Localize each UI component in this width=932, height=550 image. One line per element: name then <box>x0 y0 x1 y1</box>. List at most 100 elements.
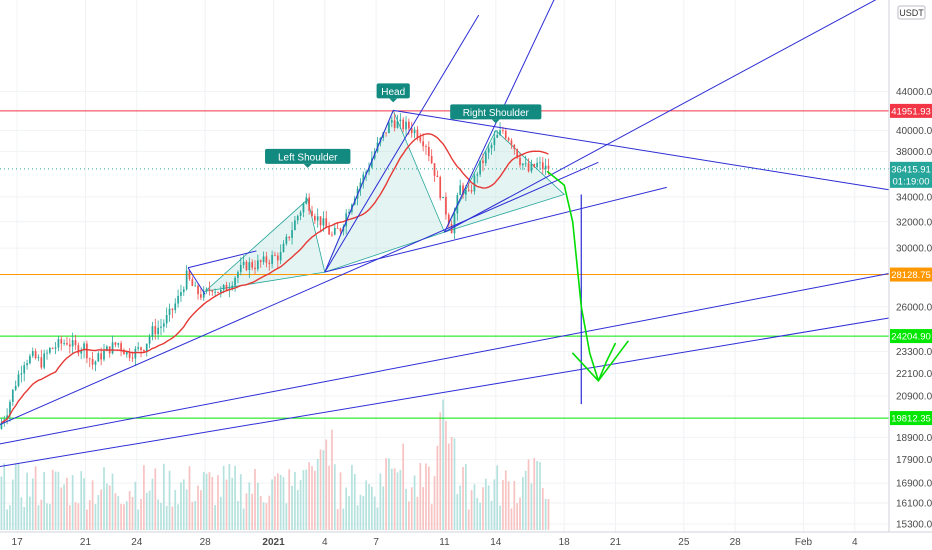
candle-body <box>368 167 370 172</box>
volume-bar <box>23 507 26 530</box>
trendlines[interactable] <box>0 0 890 468</box>
candle-body <box>362 174 365 183</box>
volume-bar <box>17 463 20 530</box>
volume-bar <box>351 464 353 530</box>
annotation-pointer <box>491 119 500 124</box>
volume-bar <box>305 469 308 530</box>
trendline[interactable] <box>0 273 890 445</box>
candle-body <box>302 203 305 213</box>
price-tick-label: 18900.00 <box>896 433 932 444</box>
trendline[interactable] <box>324 14 480 273</box>
price-level-tags: 41951.93 28128.75 24204.90 19812.35 36415.91… <box>890 103 932 426</box>
volume-bar <box>162 463 165 530</box>
trendline[interactable] <box>393 109 890 191</box>
candle-body <box>305 197 308 204</box>
volume-bar <box>279 474 282 530</box>
volume-bar <box>125 501 128 530</box>
time-axis[interactable]: 17 21 24 28 2021 4 7 11 14 18 21 25 28 Feb 4 <box>12 537 858 548</box>
trendline[interactable] <box>187 250 257 269</box>
candle-body <box>66 343 68 345</box>
price-level-tag <box>890 267 932 282</box>
candle-body <box>74 340 77 346</box>
volume-bar <box>510 508 513 530</box>
candle-body <box>276 255 279 261</box>
annotation-label-box[interactable] <box>450 104 542 120</box>
volume-bar <box>14 463 17 530</box>
volume-bar <box>365 480 367 530</box>
annotation-text: Left Shoulder <box>278 152 338 163</box>
volume-bar <box>467 509 470 530</box>
price-level-value: 19812.35 <box>891 414 931 425</box>
candle-body <box>0 422 3 429</box>
price-tick-label: 38000.00 <box>896 147 932 158</box>
trendline[interactable] <box>0 317 890 468</box>
candle-body <box>522 163 524 166</box>
candle-body <box>60 339 63 344</box>
annotation-label-box[interactable] <box>265 148 351 164</box>
volume-bar <box>182 479 185 530</box>
volume-bar <box>134 481 137 530</box>
volume-bar <box>123 504 125 530</box>
candle-body <box>462 185 464 195</box>
candle-body <box>499 130 501 135</box>
volume-bar <box>368 484 370 530</box>
candle-body <box>490 144 493 149</box>
volume-bar <box>294 472 296 530</box>
volume-bar <box>313 470 316 530</box>
candle-body <box>237 272 239 278</box>
time-tick-label: 17 <box>12 537 24 548</box>
volume-bar <box>356 505 359 530</box>
volume-bar <box>108 485 111 530</box>
candle-body <box>200 294 202 298</box>
volume-bar <box>416 496 419 530</box>
candle-body <box>168 308 171 315</box>
volume-bar <box>479 502 481 530</box>
time-tick-label: 21 <box>80 537 92 548</box>
price-tick-label: 40000.00 <box>896 126 932 137</box>
volume-bar <box>214 505 216 530</box>
volume-bar <box>413 475 416 530</box>
volume-bar <box>502 480 504 530</box>
volume-bar <box>516 503 519 530</box>
candle-body <box>40 357 43 368</box>
trendline[interactable] <box>187 267 206 295</box>
trendline[interactable] <box>444 0 890 233</box>
candle-body <box>86 343 88 359</box>
volume-bar <box>274 476 276 530</box>
candle-body <box>225 284 228 291</box>
time-tick-label: 18 <box>559 537 571 548</box>
candle-body <box>134 348 137 359</box>
candle-body <box>197 285 199 295</box>
candle-body <box>111 342 114 354</box>
candle-body <box>254 267 256 270</box>
candle-body <box>54 347 57 349</box>
volume-bar <box>97 495 100 530</box>
trendline[interactable] <box>324 110 394 273</box>
price-axis[interactable]: 15300.00 16100.00 16900.00 17900.00 18900.00… <box>896 87 932 531</box>
volume-bar <box>547 499 550 530</box>
candle-body <box>482 160 484 164</box>
candle-body <box>365 171 367 175</box>
trendline[interactable] <box>0 161 599 426</box>
volume-bar <box>262 502 265 530</box>
candle-body <box>405 121 407 130</box>
candle-body <box>510 140 513 145</box>
volume-bar <box>376 507 379 530</box>
volume-bar <box>103 467 105 530</box>
volume-bar <box>174 489 177 530</box>
currency-badge[interactable] <box>897 5 926 20</box>
candle-body <box>547 165 550 169</box>
price-level-tag <box>890 329 932 344</box>
volume-bar <box>331 429 333 530</box>
volume-bar <box>336 509 339 530</box>
volume-bar <box>396 472 399 530</box>
volume-bar <box>539 462 541 530</box>
trendline[interactable] <box>324 186 667 273</box>
candle-body <box>516 149 519 158</box>
candle-body <box>271 254 273 264</box>
candle-body <box>31 351 34 357</box>
annotation-label-box[interactable] <box>376 83 410 99</box>
volume-bar <box>362 496 365 530</box>
candle-body <box>279 251 282 261</box>
